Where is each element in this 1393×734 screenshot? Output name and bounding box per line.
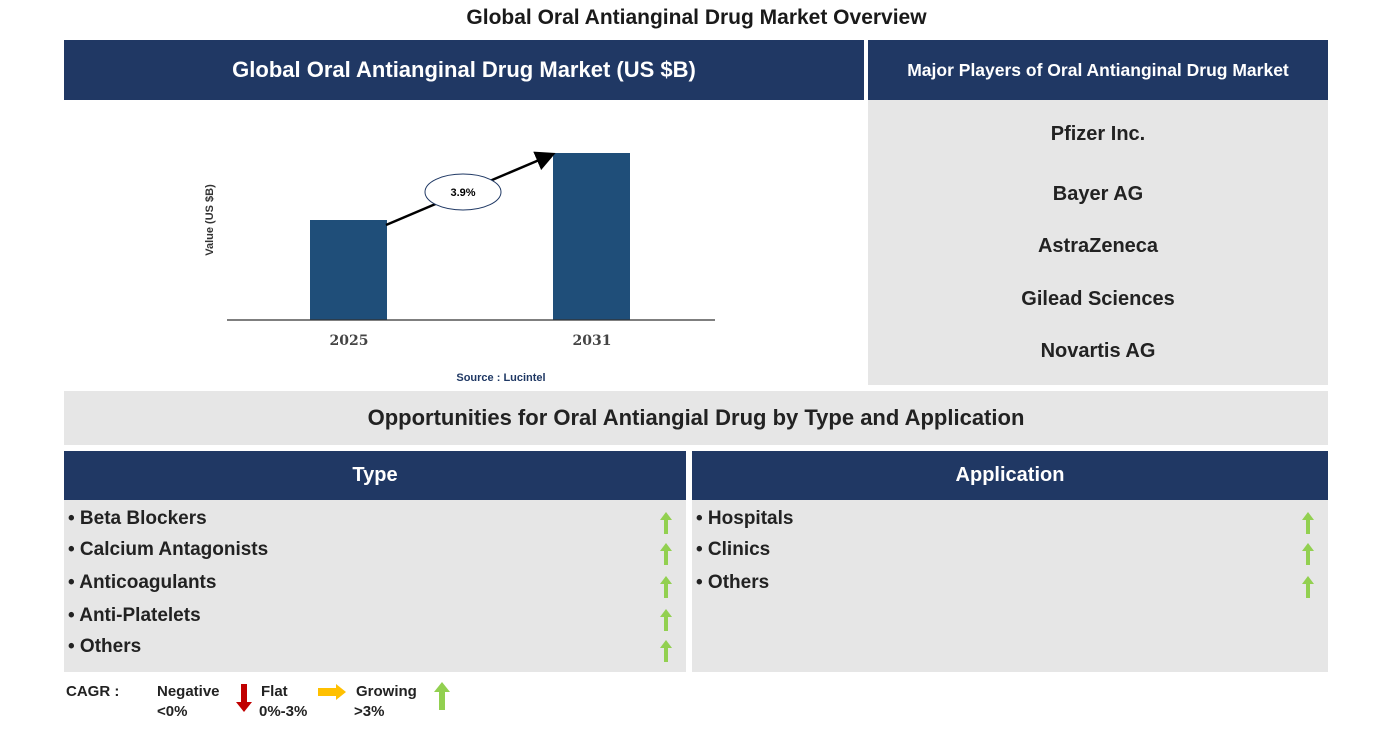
- y-axis-label: Value (US $B): [204, 184, 216, 256]
- list-item: • Calcium Antagonists: [68, 539, 269, 560]
- players-list: Pfizer Inc. Bayer AG AstraZeneca Gilead …: [868, 100, 1328, 385]
- up-arrow-icon: [434, 682, 450, 710]
- page-title: Global Oral Antianginal Drug Market Over…: [466, 6, 927, 29]
- down-arrow-icon: [236, 684, 252, 712]
- cagr-label: 3.9%: [450, 187, 475, 199]
- list-item: • Anticoagulants: [68, 572, 217, 593]
- x-tick-label: 2031: [573, 333, 612, 349]
- bar-chart: Value (US $B) 3.9% 2025 2031 Source : Luc…: [204, 151, 715, 384]
- player-item: AstraZeneca: [1037, 235, 1159, 257]
- legend-flat-range: 0%-3%: [259, 703, 308, 720]
- growing-arrow-icon: [660, 512, 672, 534]
- growing-arrow-icon: [660, 609, 672, 631]
- application-header: Application: [692, 451, 1328, 500]
- players-header: Major Players of Oral Antianginal Drug M…: [868, 40, 1328, 100]
- growing-arrow-icon: [1302, 512, 1314, 534]
- list-item: • Others: [696, 572, 770, 593]
- legend-growing: Growing: [356, 683, 417, 700]
- legend-negative: Negative: [157, 683, 220, 700]
- type-list: • Beta Blockers • Calcium Antagonists • An…: [64, 500, 686, 672]
- bar-2031: [553, 153, 630, 320]
- opportunities-title: Opportunities for Oral Antiangial Drug b…: [64, 391, 1328, 445]
- legend-negative-range: <0%: [157, 703, 188, 720]
- list-item: • Clinics: [696, 539, 771, 560]
- growing-arrow-icon: [660, 543, 672, 565]
- type-header: Type: [64, 451, 686, 500]
- growing-arrow-icon: [660, 640, 672, 662]
- player-item: Bayer AG: [1052, 183, 1144, 205]
- growing-arrow-icon: [660, 576, 672, 598]
- growing-arrow-icon: [1302, 543, 1314, 565]
- list-item: • Beta Blockers: [68, 508, 207, 529]
- application-list: • Hospitals • Clinics • Others: [692, 500, 1328, 672]
- x-tick-label: 2025: [330, 333, 369, 349]
- player-item: Novartis AG: [1040, 340, 1156, 362]
- chart-header: Global Oral Antianginal Drug Market (US …: [64, 40, 864, 100]
- legend-flat: Flat: [261, 683, 288, 700]
- list-item: • Hospitals: [696, 508, 794, 529]
- right-arrow-icon: [318, 684, 346, 700]
- list-item: • Others: [68, 636, 142, 657]
- list-item: • Anti-Platelets: [68, 605, 201, 626]
- player-item: Gilead Sciences: [1021, 288, 1175, 310]
- player-item: Pfizer Inc.: [1050, 123, 1146, 145]
- legend-label: CAGR :: [66, 683, 120, 700]
- legend-growing-range: >3%: [354, 703, 385, 720]
- growing-arrow-icon: [1302, 576, 1314, 598]
- source-label: Source : Lucintel: [456, 372, 545, 384]
- bar-2025: [310, 220, 387, 320]
- cagr-ellipse: [424, 173, 502, 211]
